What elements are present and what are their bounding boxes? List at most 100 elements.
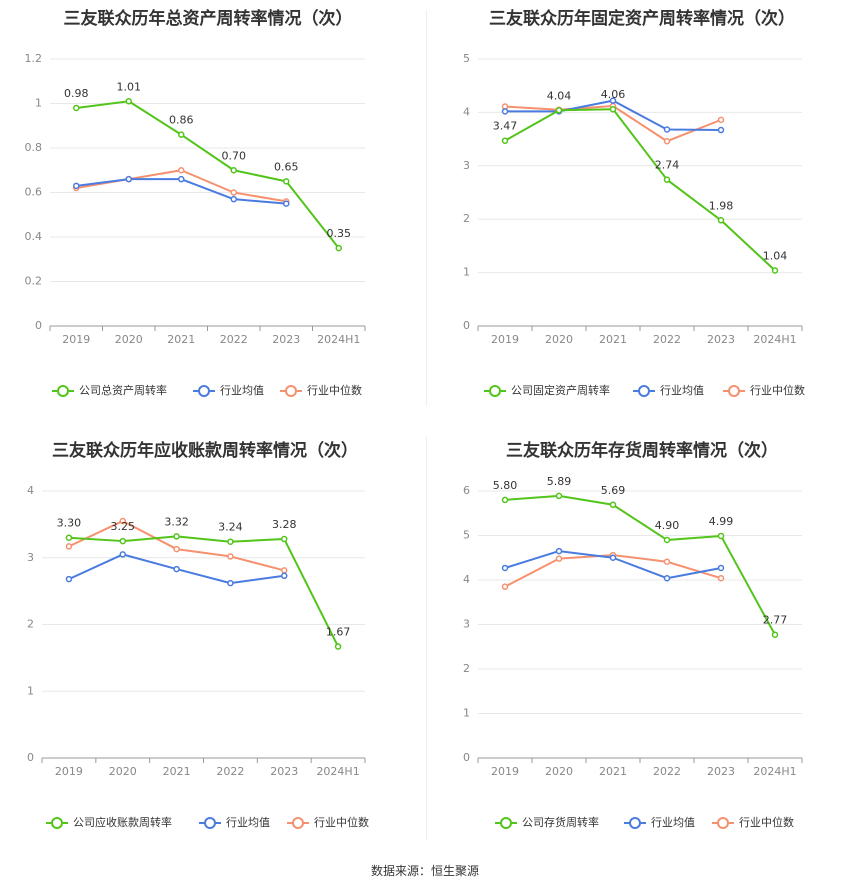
data-point — [173, 545, 180, 553]
series-line — [504, 494, 776, 636]
series-line — [68, 535, 339, 647]
legend-marker-icon — [489, 385, 501, 397]
legend-marker-icon — [57, 385, 69, 397]
legend-label: 公司应收账款周转率 — [73, 815, 172, 829]
data-point — [717, 532, 725, 540]
legend-item[interactable]: 公司总资产周转率 — [52, 383, 167, 397]
y-tick-label: 2 — [463, 212, 470, 225]
legend-label: 行业中位数 — [314, 815, 369, 829]
legend-item[interactable]: 公司固定资产周转率 — [484, 383, 610, 397]
divider-bottom — [426, 436, 427, 840]
x-tick-label: 2021 — [167, 333, 195, 346]
data-label: 0.70 — [222, 149, 247, 162]
chart-svg-receivables: 三友联众历年应收账款周转率情况（次） 0 1 2 3 4 2019 2020 2021 2022 2… — [27, 440, 369, 829]
legend-marker-icon — [728, 385, 740, 397]
y-tick-label: 3 — [463, 618, 470, 631]
data-point — [281, 535, 288, 543]
data-label: 4.04 — [547, 89, 572, 102]
legend-item[interactable]: 行业中位数 — [280, 383, 362, 397]
data-point — [335, 244, 342, 252]
chart-title: 三友联众历年存货周转率情况（次） — [506, 440, 778, 461]
data-point — [663, 574, 671, 582]
legend-item[interactable]: 行业中位数 — [723, 383, 805, 397]
series-line — [76, 178, 287, 205]
legend-item[interactable]: 行业均值 — [193, 384, 264, 397]
legend-marker-icon — [629, 817, 641, 829]
y-tick-label: 5 — [463, 52, 470, 65]
data-point — [227, 538, 234, 545]
data-point — [501, 496, 509, 504]
legend-marker-icon — [292, 817, 304, 829]
legend-label: 行业均值 — [651, 816, 695, 829]
y-tick-label: 0.4 — [25, 230, 43, 243]
y-tick-label: 6 — [463, 484, 470, 497]
data-point — [119, 517, 126, 525]
legend-label: 行业中位数 — [307, 383, 362, 397]
legend-label: 行业均值 — [226, 816, 270, 829]
legend-item[interactable]: 行业均值 — [633, 384, 704, 397]
chart-svg-total-asset: 三友联众历年总资产周转率情况（次） 0 0.2 0.4 0.6 0.8 1 1.2 2019 20… — [25, 8, 366, 397]
data-label: 2.74 — [655, 159, 680, 172]
data-label: 4.90 — [655, 519, 680, 532]
data-label: 0.98 — [64, 87, 89, 100]
legend-label: 行业中位数 — [750, 383, 805, 397]
data-label: 5.80 — [493, 479, 518, 492]
data-point — [501, 583, 509, 590]
x-tick-label: 2021 — [163, 765, 191, 778]
legend-marker-icon — [717, 817, 729, 829]
y-tick-label: 4 — [463, 573, 470, 586]
data-point — [230, 195, 237, 203]
legend-item[interactable]: 公司存货周转率 — [495, 815, 599, 829]
x-tick-label: 2019 — [55, 765, 83, 778]
series-line — [76, 100, 340, 249]
data-point — [227, 553, 234, 560]
legend-label: 行业均值 — [220, 384, 264, 397]
data-label: 4.99 — [709, 515, 734, 528]
data-point — [609, 554, 617, 561]
legend-item[interactable]: 公司应收账款周转率 — [46, 815, 172, 829]
data-point — [555, 547, 563, 555]
data-point — [663, 176, 671, 183]
chart-svg-inventory: 三友联众历年存货周转率情况（次） 0 1 2 3 4 5 6 2019 2020 2021 2022 2… — [463, 440, 803, 829]
y-tick-label: 0 — [463, 319, 470, 332]
data-point — [178, 167, 185, 174]
x-tick-label: 2020 — [545, 765, 573, 778]
x-tick-label: 2024H1 — [317, 333, 360, 346]
legend-item[interactable]: 行业均值 — [199, 816, 270, 829]
source-note: 数据来源：恒生聚源 — [370, 864, 479, 878]
chart-title: 三友联众历年总资产周转率情况（次） — [64, 8, 353, 29]
series-line — [504, 108, 776, 272]
legend-marker-icon — [500, 817, 512, 829]
data-point — [283, 200, 290, 207]
legend-item[interactable]: 行业中位数 — [287, 815, 369, 829]
data-label: 5.69 — [601, 484, 626, 497]
x-tick-label: 2020 — [115, 333, 143, 346]
y-tick-label: 4 — [27, 484, 34, 497]
legend-item[interactable]: 行业中位数 — [712, 815, 794, 829]
y-tick-label: 2 — [27, 618, 34, 631]
data-point — [663, 126, 671, 133]
data-point — [609, 97, 617, 104]
y-tick-label: 1 — [27, 684, 34, 697]
x-tick-label: 2022 — [653, 333, 681, 346]
x-tick-label: 2019 — [62, 333, 90, 346]
x-tick-label: 2022 — [216, 765, 244, 778]
data-label: 1.01 — [117, 80, 142, 93]
y-tick-label: 4 — [463, 105, 470, 118]
data-point — [65, 543, 73, 550]
series-line — [68, 520, 285, 572]
data-point — [125, 175, 132, 183]
legend-item[interactable]: 行业均值 — [624, 816, 695, 829]
data-label: 0.86 — [169, 114, 194, 127]
y-tick-label: 3 — [463, 159, 470, 172]
x-tick-label: 2019 — [491, 765, 519, 778]
x-tick-label: 2019 — [491, 333, 519, 346]
data-point — [501, 108, 509, 115]
data-label: 3.30 — [57, 517, 82, 530]
legend-label: 行业中位数 — [739, 815, 794, 829]
x-tick-label: 2024H1 — [753, 333, 796, 346]
legend-marker-icon — [638, 385, 650, 397]
y-tick-label: 0.2 — [25, 275, 43, 288]
legend-label: 行业均值 — [660, 384, 704, 397]
data-point — [555, 555, 563, 562]
